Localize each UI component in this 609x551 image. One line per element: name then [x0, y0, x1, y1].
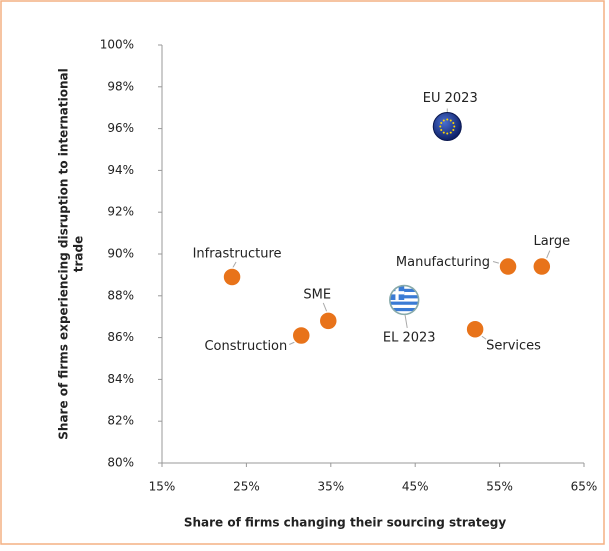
star [446, 132, 449, 135]
y-axis-title: Share of firms experiencing disruption t… [57, 68, 86, 439]
y-axis-title-line: Share of firms experiencing disruption t… [57, 68, 71, 439]
point-label: Large [534, 234, 571, 249]
point [498, 256, 518, 277]
x-axis-title: Share of firms changing their sourcing s… [184, 516, 506, 530]
point-label: Infrastructure [193, 246, 282, 261]
y-tick-label: 96% [107, 121, 134, 135]
star [453, 125, 456, 128]
star [452, 122, 455, 125]
y-axis-title-line: trade [72, 236, 86, 272]
point [465, 319, 485, 339]
y-tick-label: 98% [107, 79, 134, 93]
y-tick-label: 80% [107, 456, 134, 470]
point [389, 284, 420, 316]
flag-stripe [389, 301, 419, 305]
point [318, 311, 339, 331]
star [442, 119, 445, 122]
leader-line [492, 261, 501, 265]
point [222, 267, 242, 287]
x-tick-label: 15% [149, 480, 176, 494]
x-tick-label: 65% [571, 480, 598, 494]
x-tick-label: 55% [486, 480, 513, 494]
x-tick-label: 45% [402, 480, 429, 494]
point [432, 112, 462, 142]
star [446, 118, 449, 121]
y-tick-label: 82% [107, 414, 134, 428]
leader-line [322, 302, 328, 314]
flag-edge [389, 284, 420, 316]
point-label: EL 2023 [383, 330, 436, 345]
y-tick-label: 88% [107, 288, 134, 302]
y-tick-label: 86% [107, 330, 134, 344]
point-label: EU 2023 [423, 91, 478, 106]
star [439, 125, 442, 128]
star [440, 129, 443, 132]
flag-cross [389, 291, 405, 295]
point [532, 256, 552, 277]
star [452, 129, 455, 132]
y-tick-label: 90% [107, 247, 134, 261]
point-label: SME [303, 287, 331, 302]
y-tick-label: 92% [107, 205, 134, 219]
y-tick-label: 100% [100, 38, 134, 52]
x-tick-label: 35% [317, 480, 344, 494]
x-tick-label: 25% [233, 480, 260, 494]
star [442, 131, 445, 134]
star [449, 119, 452, 122]
point-label: Services [486, 339, 541, 354]
star [440, 122, 443, 125]
y-tick-label: 84% [107, 372, 134, 386]
y-tick-label: 94% [107, 163, 134, 177]
star [449, 131, 452, 134]
point [291, 325, 312, 346]
point-label: Manufacturing [396, 255, 490, 270]
flag-stripe [389, 307, 419, 312]
point-label: Construction [204, 339, 287, 354]
